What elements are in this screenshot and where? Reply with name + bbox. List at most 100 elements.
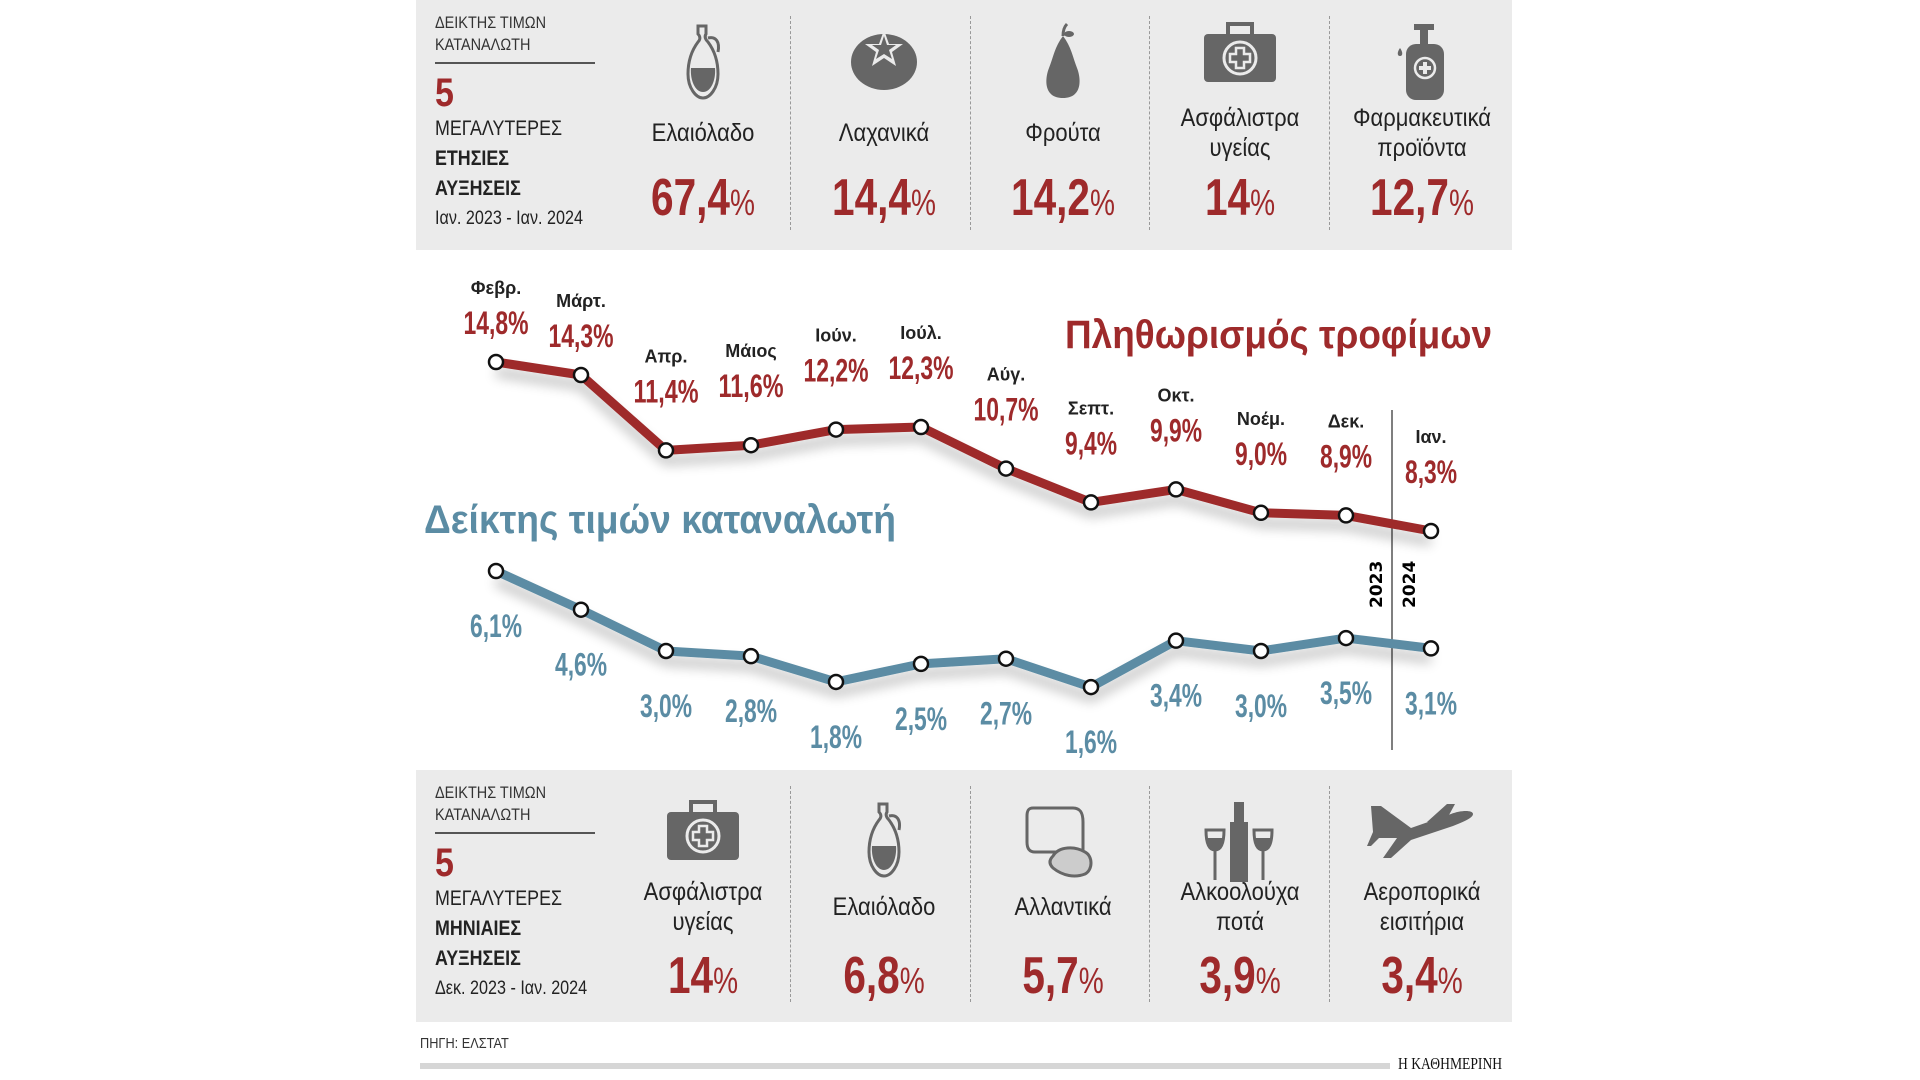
divider <box>1329 16 1330 230</box>
percent-sign: % <box>1437 960 1463 1001</box>
category-label: Αλκοολούχα ποτά <box>1162 877 1319 937</box>
top-panel-annual-increases: ΔΕΙΚΤΗΣ ΤΙΜΩΝ ΚΑΤΑΝΑΛΩΤΗ 5 ΜΕΓΑΛΥΤΕΡΕΣ Ε… <box>416 0 1512 250</box>
category-label-line2: υγείας <box>1209 134 1271 162</box>
value-number: 5,7 <box>1022 947 1079 1005</box>
data-point <box>1422 522 1440 540</box>
data-label: 2,5% <box>895 701 947 737</box>
tomato-icon <box>849 22 919 97</box>
x-tick-label: Μάιος <box>725 341 776 361</box>
category-item: Αεροπορικά εισιτήρια 3,4% <box>1333 770 1511 1020</box>
x-tick-label: Νοέμ. <box>1237 409 1285 429</box>
category-item: Φαρμακευτικά προϊόντα 12,7% <box>1333 0 1511 250</box>
data-label: 2,7% <box>980 696 1032 732</box>
data-label: 3,0% <box>1235 688 1287 724</box>
medical-kit-icon <box>665 800 741 867</box>
category-label: Ασφάλιστρα υγείας <box>1162 103 1319 163</box>
data-point <box>1082 494 1100 511</box>
data-label: 3,4% <box>1150 678 1202 714</box>
data-point <box>827 421 845 438</box>
category-item: Αλλαντικά 5,7% <box>974 770 1152 1020</box>
series-line-cpi <box>494 566 1432 692</box>
data-point <box>1252 642 1270 660</box>
period: Ιαν. 2023 - Ιαν. 2024 <box>435 208 583 229</box>
percent-sign: % <box>1078 960 1104 1001</box>
category-increase-value: 67,4% <box>634 168 773 228</box>
wine-bottle-glasses-icon <box>1200 800 1280 889</box>
data-point <box>1167 632 1185 649</box>
percent-sign: % <box>729 182 755 223</box>
data-label: 11,4% <box>634 373 699 409</box>
data-label: 3,5% <box>1320 675 1372 711</box>
heading-text-bold: ΕΤΗΣΙΕΣ <box>435 147 509 170</box>
heading-text-bold: ΜΗΝΙΑΙΕΣ <box>435 917 522 940</box>
x-tick-label: Δεκ. <box>1328 411 1365 431</box>
data-point <box>1167 481 1185 498</box>
data-point <box>912 655 930 673</box>
data-point <box>657 442 675 459</box>
value-number: 14 <box>667 947 714 1005</box>
heading-line2: ΚΑΤΑΝΑΛΩΤΗ <box>435 805 531 824</box>
footer-bar <box>420 1063 1390 1069</box>
value-number: 3,4 <box>1381 947 1438 1005</box>
heading-line1: ΔΕΙΚΤΗΣ ΤΙΜΩΝ <box>435 13 547 32</box>
divider <box>1149 786 1150 1002</box>
category-label-line1: Φαρμακευτικά <box>1352 104 1492 132</box>
category-label: Λαχανικά <box>806 118 963 148</box>
category-label-line1: Ασφάλιστρα <box>1180 104 1300 132</box>
series-line-food-inflation <box>495 357 1432 536</box>
category-item: Αλκοολούχα ποτά 3,9% <box>1151 770 1329 1020</box>
data-label: 3,0% <box>640 688 692 724</box>
category-increase-value: 6,8% <box>815 946 954 1006</box>
value-number: 3,9 <box>1199 947 1256 1005</box>
category-item: Λαχανικά 14,4% <box>795 0 973 250</box>
divider <box>1149 16 1150 230</box>
x-tick-label: Αύγ. <box>987 365 1026 385</box>
value-number: 14,4 <box>832 169 911 227</box>
category-label-line1: Φρούτα <box>1025 119 1101 147</box>
value-number: 12,7 <box>1370 169 1449 227</box>
data-label: 9,0% <box>1235 436 1287 472</box>
heading-text: ΜΕΓΑΛΥΤΕΡΕΣ <box>435 117 563 140</box>
data-point <box>572 366 590 384</box>
panel-heading: ΔΕΙΚΤΗΣ ΤΙΜΩΝ ΚΑΤΑΝΑΛΩΤΗ 5 ΜΕΓΑΛΥΤΕΡΕΣ Ε… <box>435 12 635 234</box>
olive-oil-jug-icon <box>678 22 728 107</box>
category-increase-value: 14,2% <box>994 168 1133 228</box>
data-point <box>1337 629 1355 647</box>
panel-heading: ΔΕΙΚΤΗΣ ΤΙΜΩΝ ΚΑΤΑΝΑΛΩΤΗ 5 ΜΕΓΑΛΥΤΕΡΕΣ Μ… <box>435 782 635 1004</box>
data-label: 14,8% <box>464 305 529 341</box>
divider <box>970 16 971 230</box>
cold-cuts-icon <box>1023 800 1103 885</box>
percent-sign: % <box>1089 182 1115 223</box>
data-label: 4,6% <box>555 647 607 683</box>
category-label-line2: υγείας <box>672 908 734 936</box>
data-label: 12,2% <box>804 353 869 389</box>
divider <box>1329 786 1330 1002</box>
brand-logo: Η ΚΑΘΗΜΕΡΙΝΗ <box>1398 1054 1503 1073</box>
data-label: 9,9% <box>1150 412 1202 448</box>
heading-text: ΜΕΓΑΛΥΤΕΡΕΣ <box>435 887 563 910</box>
source-note: ΠΗΓΗ: ΕΛΣΤΑΤ <box>420 1035 509 1052</box>
category-label: Αλλαντικά <box>985 892 1142 922</box>
category-item: Ελαιόλαδο 6,8% <box>795 770 973 1020</box>
category-increase-value: 14,4% <box>815 168 954 228</box>
data-label: 12,3% <box>889 350 954 386</box>
data-point <box>1422 640 1440 657</box>
percent-sign: % <box>713 960 739 1001</box>
data-point <box>487 562 505 580</box>
data-point <box>657 642 675 660</box>
heading-rule <box>435 832 595 834</box>
data-label: 8,9% <box>1320 438 1372 474</box>
category-increase-value: 14% <box>1171 168 1310 228</box>
data-point <box>742 647 760 665</box>
percent-sign: % <box>1255 960 1281 1001</box>
x-tick-label: Ιούν. <box>815 326 856 346</box>
heading-rule <box>435 62 595 64</box>
heading-line1: ΔΕΙΚΤΗΣ ΤΙΜΩΝ <box>435 783 547 802</box>
pear-icon <box>1038 22 1088 107</box>
category-item: Ελαιόλαδο 67,4% <box>614 0 792 250</box>
x-tick-label: Οκτ. <box>1157 385 1194 405</box>
value-number: 6,8 <box>843 947 900 1005</box>
category-item: Φρούτα 14,2% <box>974 0 1152 250</box>
data-point <box>912 418 930 436</box>
pharma-bottle-icon <box>1392 22 1452 107</box>
